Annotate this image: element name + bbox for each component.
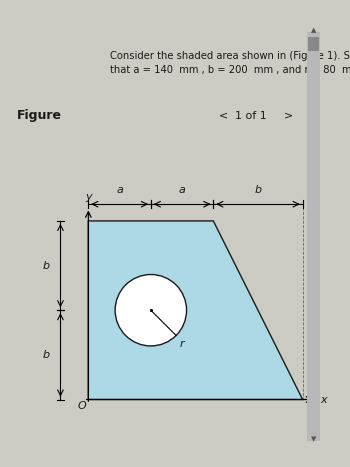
Text: 1 of 1: 1 of 1: [235, 111, 267, 121]
FancyBboxPatch shape: [308, 37, 319, 51]
Text: b: b: [42, 261, 49, 270]
Circle shape: [115, 275, 187, 346]
Text: Figure: Figure: [17, 109, 62, 122]
Text: y: y: [85, 192, 92, 202]
Text: Consider the shaded area shown in (Figure 1). Suppose: Consider the shaded area shown in (Figur…: [110, 51, 350, 61]
Text: O: O: [77, 401, 86, 411]
Text: ▼: ▼: [311, 437, 316, 443]
Polygon shape: [88, 221, 303, 399]
Text: that a = 140  mm , b = 200  mm , and r = 80  mm .: that a = 140 mm , b = 200 mm , and r = 8…: [110, 65, 350, 75]
Text: x: x: [321, 395, 327, 404]
FancyBboxPatch shape: [307, 32, 320, 441]
Text: r: r: [180, 339, 184, 349]
Text: <: <: [218, 111, 228, 121]
Text: ▲: ▲: [311, 27, 316, 33]
Text: >: >: [284, 111, 293, 121]
Text: b: b: [42, 350, 49, 360]
Text: b: b: [254, 185, 261, 195]
Text: a: a: [116, 185, 123, 195]
Text: a: a: [178, 185, 186, 195]
